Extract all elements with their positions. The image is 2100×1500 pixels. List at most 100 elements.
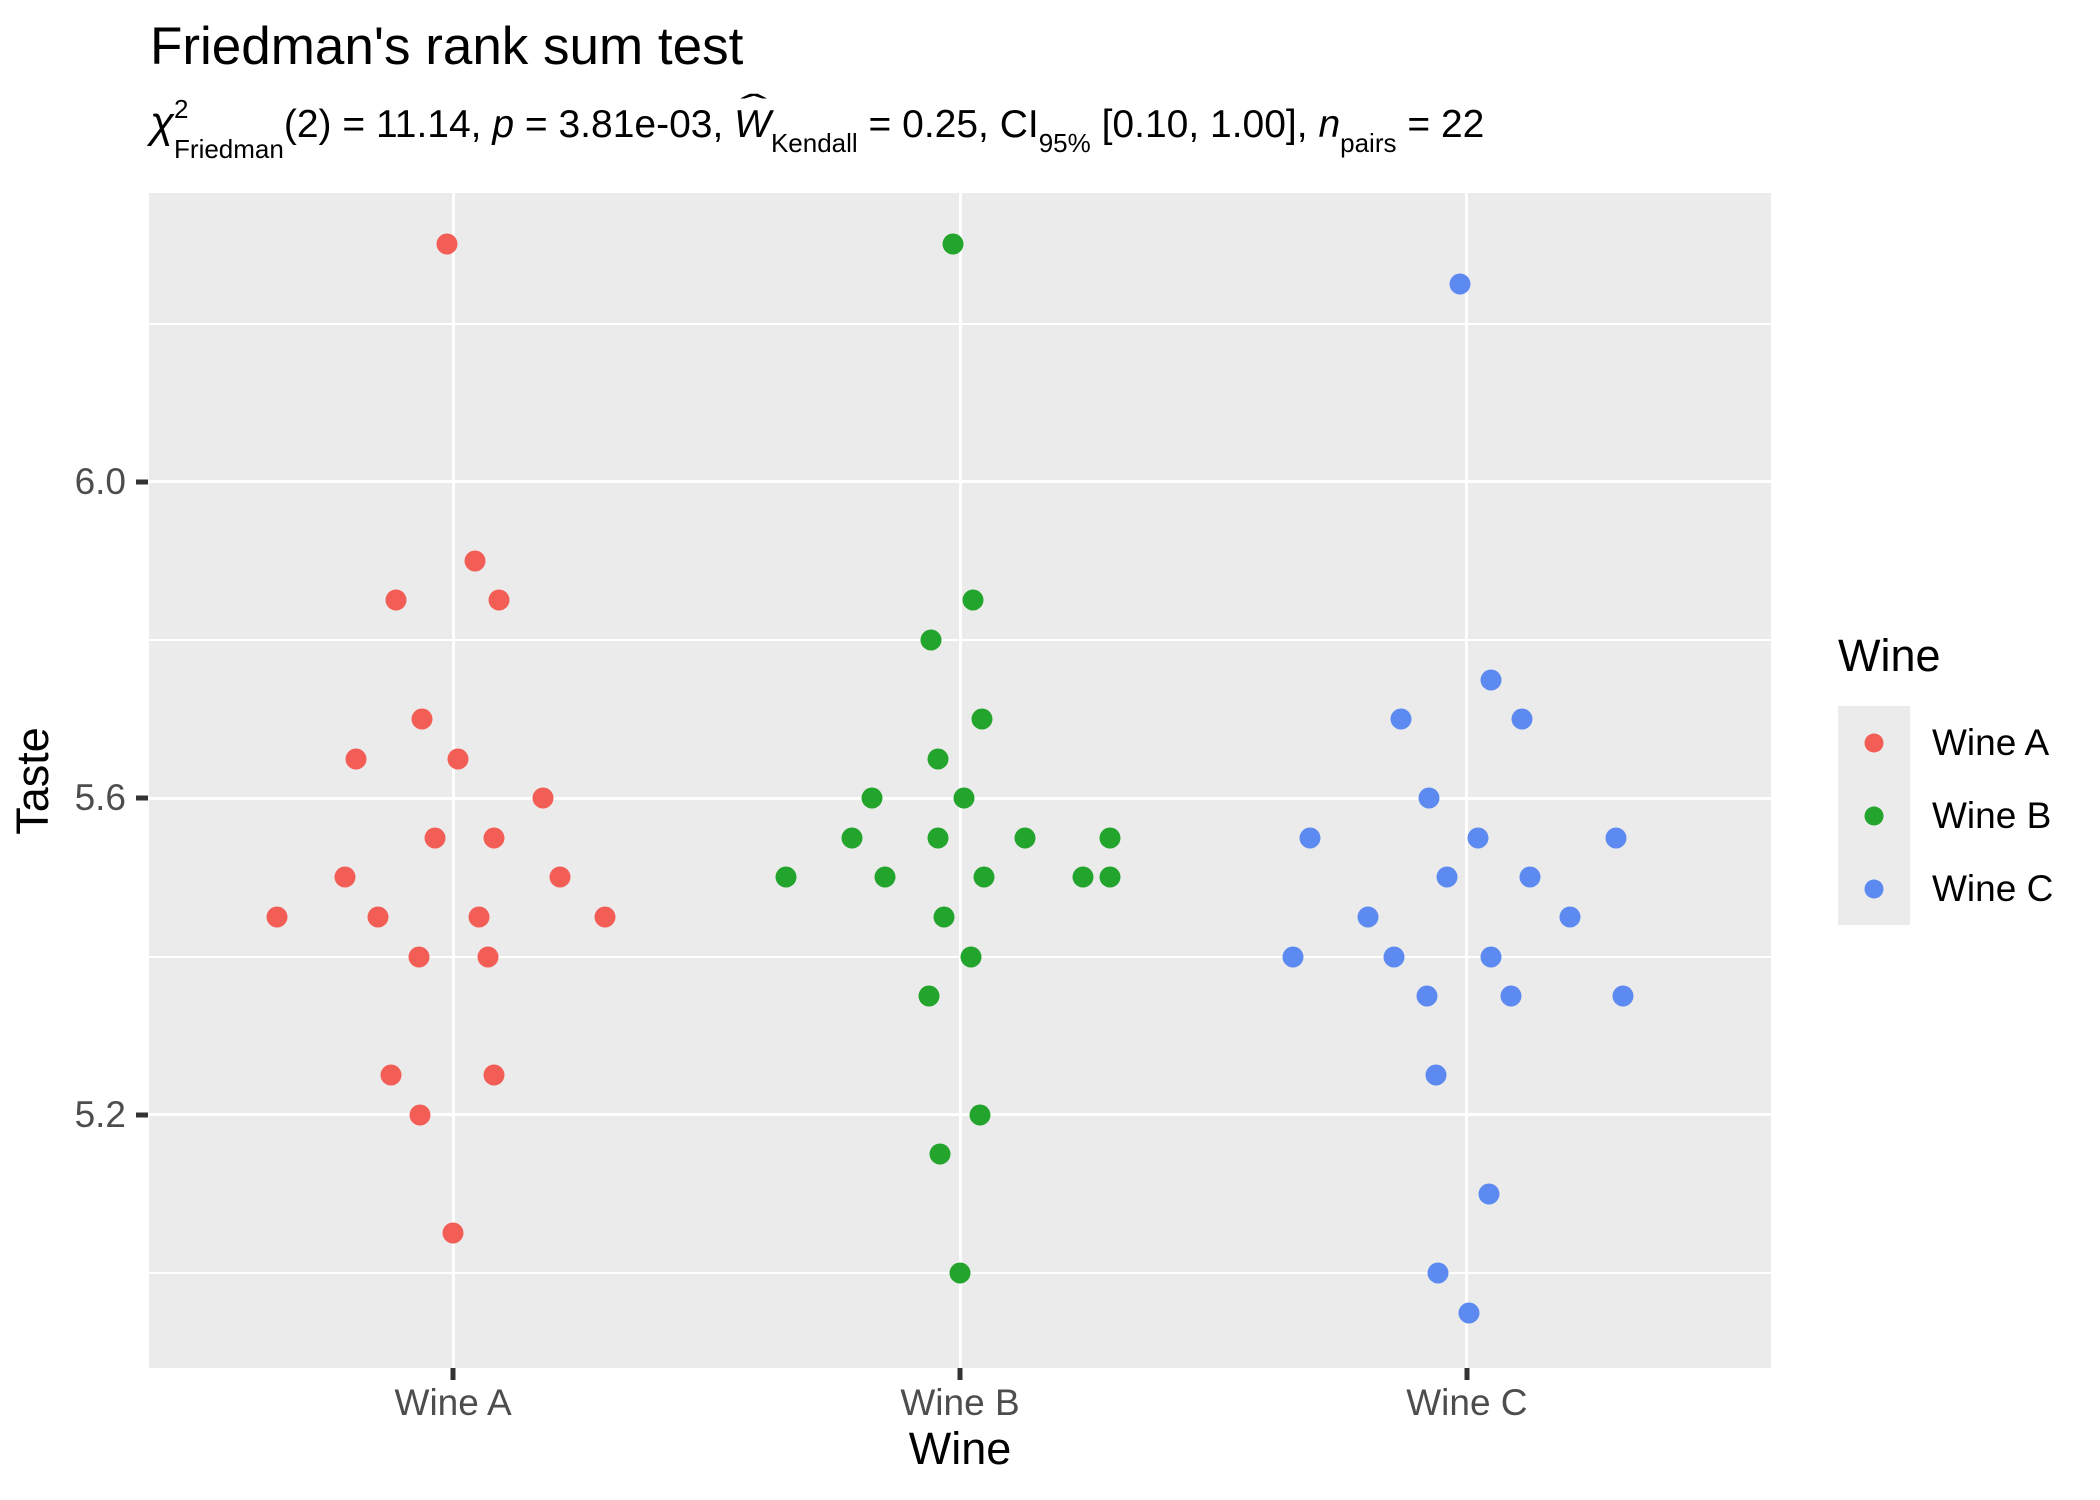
data-point	[385, 589, 407, 611]
y-tick-mark	[136, 795, 148, 801]
data-point	[436, 233, 458, 255]
w-subscript: Kendall	[770, 128, 858, 158]
data-point	[483, 1064, 505, 1086]
p-symbol: p	[492, 103, 515, 146]
data-point	[380, 1064, 402, 1086]
data-point	[464, 550, 486, 572]
data-point	[929, 1143, 951, 1165]
data-point	[1282, 946, 1304, 968]
data-point	[933, 906, 955, 928]
data-point	[409, 1104, 431, 1126]
data-point	[1478, 1183, 1500, 1205]
legend-item-label: Wine B	[1932, 794, 2052, 836]
data-point	[1467, 827, 1489, 849]
data-point	[1427, 1262, 1449, 1284]
gridline-major-vertical	[958, 193, 962, 1368]
legend-key-dot	[1864, 879, 1884, 898]
y-tick-label: 6.0	[74, 460, 126, 502]
data-point	[960, 946, 982, 968]
data-point	[1449, 273, 1471, 295]
data-point	[1458, 1302, 1480, 1324]
data-point	[477, 946, 499, 968]
data-point	[345, 748, 367, 770]
data-point	[918, 985, 940, 1007]
data-point	[1500, 985, 1522, 1007]
legend-key	[1838, 706, 1910, 779]
data-point	[942, 233, 964, 255]
data-point	[424, 827, 446, 849]
legend-title: Wine	[1838, 630, 1941, 681]
hat-accent: ˆ	[741, 89, 768, 127]
data-point	[447, 748, 469, 770]
n-value-text: = 22	[1396, 103, 1485, 146]
x-tick-label: Wine B	[900, 1382, 1020, 1423]
gridline-major-vertical	[1465, 193, 1469, 1368]
chi-symbol: χ	[150, 98, 175, 147]
data-point	[442, 1222, 464, 1244]
data-point	[1436, 866, 1458, 888]
data-point	[841, 827, 863, 849]
data-point	[468, 906, 490, 928]
data-point	[1418, 787, 1440, 809]
legend-item-label: Wine A	[1932, 721, 2050, 763]
x-tick-mark	[957, 1368, 963, 1380]
data-point	[1416, 985, 1438, 1007]
y-tick-label: 5.2	[74, 1093, 126, 1135]
data-point	[408, 946, 430, 968]
ci-subscript: 95%	[1038, 128, 1091, 158]
w-value-text: = 0.25,	[857, 103, 1000, 146]
data-point	[969, 1104, 991, 1126]
ci-label: CI	[999, 103, 1039, 146]
data-point	[411, 708, 433, 730]
data-point	[920, 629, 942, 651]
p-value-text: = 3.81e-03,	[514, 103, 735, 146]
legend-key-dot	[1864, 733, 1884, 752]
plot-subtitle: χ 2 Friedman (2) = 11.14, p = 3.81e-03, ˆ WK…	[150, 91, 1485, 181]
legend-item-label: Wine C	[1932, 867, 2054, 909]
x-tick-label: Wine A	[394, 1382, 512, 1423]
data-point	[1511, 708, 1533, 730]
data-point	[874, 866, 896, 888]
data-point	[1072, 866, 1094, 888]
data-point	[1605, 827, 1627, 849]
data-point	[549, 866, 571, 888]
data-point	[953, 787, 975, 809]
data-point	[594, 906, 616, 928]
x-axis-title: Wine	[908, 1423, 1012, 1474]
data-point	[1425, 1064, 1447, 1086]
data-point	[775, 866, 797, 888]
data-point	[971, 708, 993, 730]
data-point	[1519, 866, 1541, 888]
x-tick-mark	[1464, 1368, 1470, 1380]
data-point	[367, 906, 389, 928]
data-point	[949, 1262, 971, 1284]
data-point	[334, 866, 356, 888]
data-point	[483, 827, 505, 849]
legend-key-dot	[1864, 806, 1884, 825]
data-point	[266, 906, 288, 928]
chi-subscript: Friedman	[174, 134, 284, 164]
data-point	[927, 748, 949, 770]
n-symbol: n	[1318, 103, 1341, 146]
data-point	[1390, 708, 1412, 730]
data-point	[1612, 985, 1634, 1007]
y-tick-label: 5.6	[74, 777, 126, 819]
ci-interval-text: [0.10, 1.00],	[1090, 103, 1319, 146]
data-point	[927, 827, 949, 849]
data-point	[1014, 827, 1036, 849]
data-point	[1099, 866, 1121, 888]
stat-text: (2) = 11.14,	[283, 103, 493, 146]
n-subscript: pairs	[1340, 128, 1397, 158]
legend-key	[1838, 779, 1910, 852]
data-point	[1383, 946, 1405, 968]
data-point	[861, 787, 883, 809]
data-point	[1099, 827, 1121, 849]
data-point	[1357, 906, 1379, 928]
data-point	[488, 589, 510, 611]
chi-scripts: 2 Friedman	[174, 96, 284, 162]
x-tick-label: Wine C	[1406, 1382, 1528, 1423]
chi-superscript: 2	[174, 94, 189, 124]
legend-key	[1838, 852, 1910, 925]
data-point	[1299, 827, 1321, 849]
